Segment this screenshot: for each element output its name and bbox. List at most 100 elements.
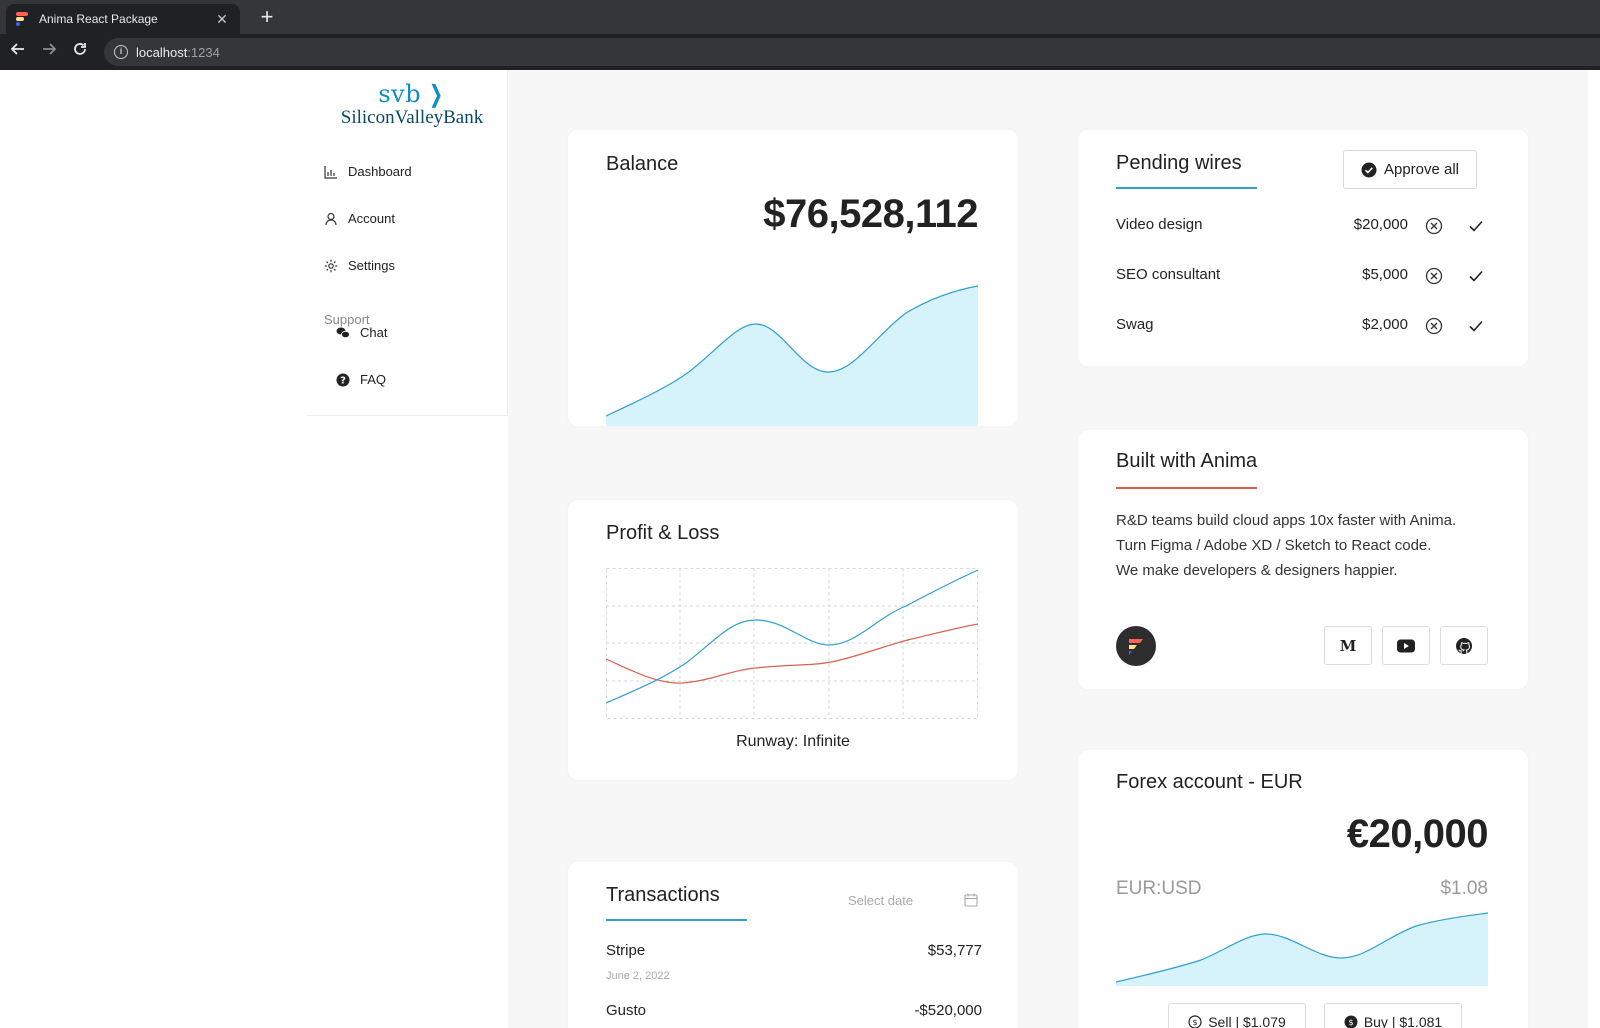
description-line: Turn Figma / Adobe XD / Sketch to React … [1116, 537, 1432, 554]
sell-button[interactable]: $ Sell | $1.079 [1168, 1003, 1306, 1028]
youtube-button[interactable] [1382, 626, 1430, 665]
buy-label: Buy | $1.081 [1363, 1014, 1443, 1028]
address-bar[interactable]: i localhost:1234 [104, 38, 1600, 66]
sidebar-item-label: Account [348, 211, 395, 226]
sidebar: svb ❯ SiliconValleyBank Dashboard Accoun… [307, 70, 508, 416]
wire-amount: $2,000 [1362, 316, 1408, 333]
logo-short: svb [378, 80, 422, 108]
anima-logo-icon[interactable] [1116, 626, 1156, 666]
wire-name: Video design [1116, 216, 1203, 233]
logo-name: SiliconValleyBank [340, 107, 484, 128]
description-line: R&D teams build cloud apps 10x faster wi… [1116, 512, 1457, 529]
runway-label: Runway: Infinite [736, 733, 850, 750]
transaction-date: June 2, 2022 [606, 970, 670, 982]
built-with-title: Built with Anima [1116, 450, 1258, 472]
url-host: localhost [136, 44, 188, 60]
check-icon[interactable] [1466, 266, 1486, 286]
svg-text:$: $ [1348, 1018, 1353, 1027]
tab-title: Anima React Package [39, 12, 158, 26]
balance-area-chart [606, 285, 978, 426]
sidebar-item-faq[interactable]: ? FAQ [336, 372, 386, 387]
wire-row: Swag $2,000 [1116, 314, 1486, 338]
new-tab-button[interactable]: + [260, 4, 274, 29]
transaction-amount: $53,777 [927, 942, 982, 959]
title-underline [1116, 487, 1257, 489]
sidebar-item-label: FAQ [360, 372, 387, 387]
reject-icon[interactable] [1424, 316, 1444, 336]
wire-amount: $5,000 [1362, 266, 1408, 283]
balance-card: Balance $76,528,112 [568, 130, 1018, 426]
sidebar-item-label: Chat [360, 325, 388, 340]
transaction-amount: -$520,000 [914, 1002, 982, 1019]
sidebar-item-settings[interactable]: Settings [324, 258, 395, 273]
title-underline [606, 919, 747, 921]
anima-favicon-icon [16, 12, 30, 26]
browser-tab-strip: Anima React Package ✕ + [0, 0, 1600, 34]
transactions-title: Transactions [606, 884, 720, 906]
balance-title: Balance [606, 153, 679, 175]
wire-amount: $20,000 [1353, 216, 1408, 233]
description-line: We make developers & designers happier. [1116, 562, 1398, 579]
wire-name: SEO consultant [1116, 266, 1221, 283]
check-circle-icon [1361, 162, 1377, 177]
date-picker[interactable]: Select date [848, 890, 978, 910]
reject-icon[interactable] [1424, 266, 1444, 286]
support-section-label: Support [324, 312, 370, 327]
back-icon[interactable] [6, 40, 30, 64]
bar-chart-icon [324, 165, 337, 179]
wire-row: Video design $20,000 [1116, 214, 1486, 238]
calendar-icon [964, 893, 978, 907]
forex-title: Forex account - EUR [1116, 771, 1303, 793]
profit-loss-card: Profit & Loss Runway: Infinite [568, 500, 1018, 780]
forex-amount: €20,000 [1346, 812, 1489, 856]
gear-icon [324, 259, 338, 272]
question-icon: ? [336, 373, 350, 386]
forex-area-chart [1116, 912, 1488, 986]
balance-amount: $76,528,112 [763, 192, 978, 236]
app-root: svb ❯ SiliconValleyBank Dashboard Accoun… [0, 70, 1600, 1028]
sidebar-item-label: Settings [348, 258, 395, 273]
approve-all-button[interactable]: Approve all [1343, 150, 1477, 189]
anima-description: R&D teams build cloud apps 10x faster wi… [1116, 508, 1506, 583]
url-port: :1234 [187, 44, 220, 60]
buy-button[interactable]: $ Buy | $1.081 [1324, 1003, 1462, 1028]
info-icon[interactable]: i [114, 45, 128, 59]
reload-icon[interactable] [68, 40, 92, 64]
wire-row: SEO consultant $5,000 [1116, 264, 1486, 288]
close-tab-icon[interactable]: ✕ [216, 10, 228, 27]
wire-name: Swag [1116, 316, 1154, 333]
exchange-rate: $1.08 [1440, 878, 1488, 899]
pending-wires-card: Pending wires Approve all Video design $… [1078, 130, 1528, 366]
sidebar-item-label: Dashboard [348, 164, 412, 179]
medium-button[interactable]: M [1324, 626, 1372, 665]
title-underline [1116, 187, 1257, 189]
profit-loss-line-chart [606, 568, 978, 719]
dollar-filled-icon: $ [1344, 1015, 1358, 1028]
chat-icon [336, 327, 350, 338]
profit-loss-title: Profit & Loss [606, 522, 720, 544]
chevron-right-icon: ❯ [428, 81, 443, 108]
date-picker-placeholder: Select date [848, 892, 914, 908]
svg-text:?: ? [340, 375, 346, 386]
check-icon[interactable] [1466, 316, 1486, 336]
youtube-icon [1397, 639, 1415, 652]
github-button[interactable] [1440, 626, 1488, 665]
github-icon [1456, 637, 1472, 654]
svb-logo[interactable]: svb ❯ SiliconValleyBank [337, 80, 487, 129]
pending-wires-title: Pending wires [1116, 152, 1242, 174]
sidebar-item-chat[interactable]: Chat [336, 325, 387, 340]
check-icon[interactable] [1466, 216, 1486, 236]
forex-card: Forex account - EUR €20,000 EUR:USD $1.0… [1078, 750, 1528, 1028]
svg-text:$: $ [1193, 1018, 1198, 1027]
dollar-circle-icon: $ [1188, 1015, 1202, 1028]
currency-pair: EUR:USD [1116, 878, 1202, 899]
reject-icon[interactable] [1424, 216, 1444, 236]
sidebar-item-account[interactable]: Account [324, 211, 395, 226]
forward-icon[interactable] [37, 40, 61, 64]
transactions-card: Transactions Select date Stripe June 2, … [568, 862, 1018, 1028]
transaction-name: Stripe [606, 942, 646, 959]
sidebar-item-dashboard[interactable]: Dashboard [324, 164, 412, 179]
browser-tab[interactable]: Anima React Package ✕ [6, 4, 240, 34]
user-icon [325, 212, 337, 225]
transaction-name: Gusto [606, 1002, 647, 1019]
